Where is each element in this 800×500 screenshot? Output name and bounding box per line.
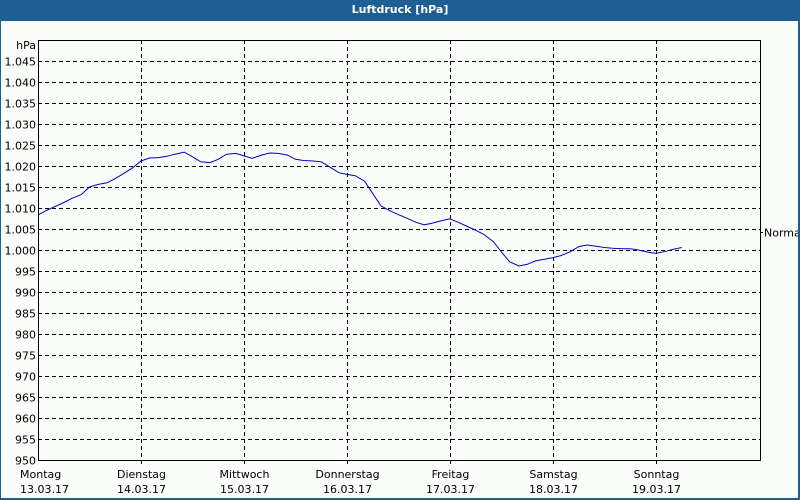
x-tick-day: Dienstag bbox=[117, 468, 166, 481]
x-tick-date: 18.03.17 bbox=[529, 483, 578, 496]
horizontal-gridlines bbox=[38, 61, 760, 440]
y-tick-label: 980 bbox=[15, 329, 36, 342]
y-tick-label: 995 bbox=[15, 266, 36, 279]
y-tick-label: 1.045 bbox=[5, 56, 37, 69]
y-tick-label: 1.015 bbox=[5, 182, 37, 195]
y-unit-label: hPa bbox=[16, 39, 36, 52]
normal-reference-marker: Normal bbox=[760, 227, 798, 240]
y-tick-label: 1.010 bbox=[5, 203, 37, 216]
y-tick-label: 1.035 bbox=[5, 98, 37, 111]
x-tick-day: Donnerstag bbox=[315, 468, 379, 481]
y-tick-label: 1.030 bbox=[5, 119, 37, 132]
chart-area: 1.045 1.040 1.035 1.030 1.025 1.020 1.015 1.010… bbox=[1, 21, 798, 498]
y-tick-label: 1.040 bbox=[5, 77, 37, 90]
x-tick-day: Freitag bbox=[432, 468, 470, 481]
y-tick-label: 1.020 bbox=[5, 161, 37, 174]
plot-frame bbox=[38, 40, 761, 461]
vertical-gridlines bbox=[141, 40, 657, 465]
x-tick-day: Sonntag bbox=[634, 468, 680, 481]
x-tick-date: 14.03.17 bbox=[117, 483, 166, 496]
y-tick-label: 975 bbox=[15, 350, 36, 363]
x-tick-day: Mittwoch bbox=[220, 468, 270, 481]
x-tick-date: 15.03.17 bbox=[220, 483, 269, 496]
x-tick-date: 19.03.17 bbox=[632, 483, 681, 496]
y-tick-label: 955 bbox=[15, 434, 36, 447]
normal-label: Normal bbox=[764, 227, 798, 240]
pressure-line-chart: 1.045 1.040 1.035 1.030 1.025 1.020 1.015 1.010… bbox=[5, 39, 799, 496]
x-tick-date: 16.03.17 bbox=[323, 483, 372, 496]
x-tick-day: Montag bbox=[20, 468, 61, 481]
y-tick-label: 965 bbox=[15, 392, 36, 405]
chart-title: Luftdruck [hPa] bbox=[0, 0, 800, 20]
y-tick-label: 1.025 bbox=[5, 140, 37, 153]
y-tick-label: 990 bbox=[15, 287, 36, 300]
y-tick-label: 985 bbox=[15, 308, 36, 321]
y-tick-label: 960 bbox=[15, 413, 36, 426]
y-tick-label: 970 bbox=[15, 371, 36, 384]
y-tick-label: 950 bbox=[15, 455, 36, 468]
y-tick-label: 1.005 bbox=[5, 224, 37, 237]
x-tick-date: 17.03.17 bbox=[426, 483, 475, 496]
y-tick-label: 1.000 bbox=[5, 245, 37, 258]
pressure-series-line bbox=[37, 151, 682, 267]
x-tick-date: 13.03.17 bbox=[20, 483, 69, 496]
x-tick-day: Samstag bbox=[529, 468, 577, 481]
y-axis-labels: 1.045 1.040 1.035 1.030 1.025 1.020 1.015 1.010… bbox=[5, 39, 37, 468]
x-axis-labels: Montag 13.03.17 Dienstag 14.03.17 Mittwoch 15… bbox=[20, 468, 681, 496]
